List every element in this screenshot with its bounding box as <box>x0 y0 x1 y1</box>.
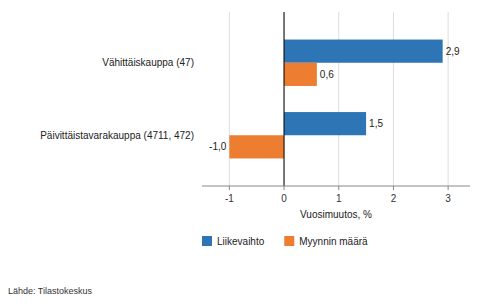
x-axis: -1 0 1 2 3 <box>225 186 451 204</box>
bars <box>229 40 442 159</box>
grid-line <box>448 12 449 186</box>
zero-line <box>284 12 285 186</box>
tick-label: 3 <box>445 193 451 204</box>
legend-swatch <box>284 236 294 246</box>
chart: 1,5 2,9 -1,0 0,6 -1 0 1 2 3 Vuosimuutos, % Päivitt… <box>0 0 493 304</box>
grid-line <box>229 12 230 186</box>
grid-line <box>393 12 394 186</box>
bar <box>229 135 284 158</box>
legend-swatch <box>202 236 212 246</box>
bar <box>284 40 443 63</box>
tick-mark <box>284 186 285 190</box>
grid <box>229 12 448 186</box>
tick-label: 1 <box>336 193 342 204</box>
category-label: Vähittäiskauppa (47) <box>102 57 194 68</box>
tick-mark <box>229 186 230 190</box>
bar <box>284 112 366 135</box>
data-label: 0,6 <box>320 69 334 80</box>
data-labels: 1,5 2,9 -1,0 0,6 <box>209 46 460 153</box>
source: Lähde: Tilastokeskus <box>8 286 93 296</box>
data-label: 1,5 <box>369 118 383 129</box>
legend-label: Liikevaihto <box>217 236 265 247</box>
tick-label: 2 <box>391 193 397 204</box>
tick-mark <box>393 186 394 190</box>
tick-mark <box>338 186 339 190</box>
data-label: 2,9 <box>446 46 460 57</box>
y-axis: Päivittäistavarakauppa (4711, 472) Vähitt… <box>40 57 194 141</box>
grid-line <box>284 12 285 186</box>
data-label: -1,0 <box>209 141 227 152</box>
legend-label: Myynnin määrä <box>299 236 368 247</box>
category-label: Päivittäistavarakauppa (4711, 472) <box>40 130 194 141</box>
x-axis-label: Vuosimuutos, % <box>300 209 372 220</box>
tick-label: 0 <box>281 193 287 204</box>
x-axis-line <box>202 186 470 187</box>
tick-mark <box>448 186 449 190</box>
grid-line <box>338 12 339 186</box>
bar <box>284 63 317 86</box>
legend: Liikevaihto Myynnin määrä <box>202 236 368 247</box>
tick-label: -1 <box>225 193 234 204</box>
